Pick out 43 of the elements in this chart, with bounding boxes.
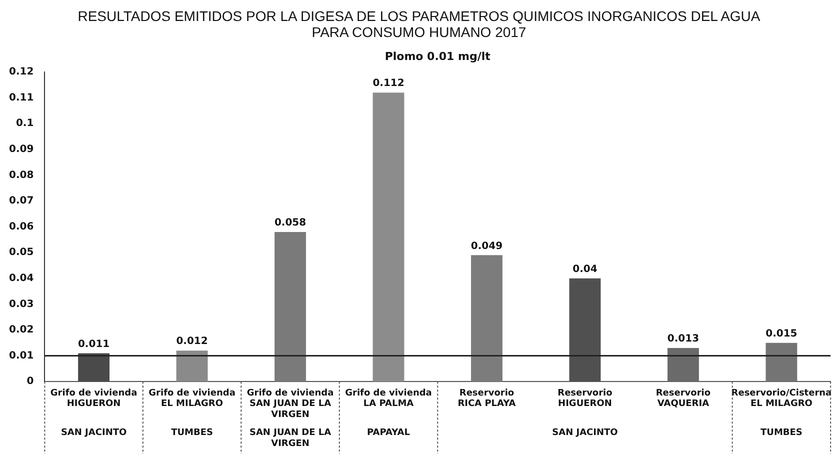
data-label: 0.012 bbox=[176, 336, 208, 348]
y-tick-label: 0.06 bbox=[8, 221, 34, 232]
bar bbox=[176, 350, 208, 382]
x-tick-label: Grifo de vivienda SAN JUAN DE LA VIRGEN bbox=[246, 388, 334, 420]
data-label: 0.013 bbox=[667, 334, 700, 345]
y-tick-label: 0.01 bbox=[8, 350, 34, 362]
y-tick-label: 0.1 bbox=[16, 118, 34, 130]
chart-title: RESULTADOS EMITIDOS POR LA DIGESA DE LOS PARAMETROS QUIMICOS INORGANICOS DEL AGUA PARA CONSUMO HUMANO 2017 bbox=[76, 8, 762, 40]
x-tick-label: Grifo de vivienda EL MILAGRO bbox=[148, 388, 236, 410]
x-tick-label: Reservorio RICA PLAYA bbox=[458, 388, 516, 410]
text: TUMBES bbox=[171, 428, 213, 438]
data-label: 0.049 bbox=[470, 240, 503, 252]
y-tick-label: 0.04 bbox=[8, 272, 34, 284]
bar bbox=[667, 348, 699, 382]
y-tick-label: 0.12 bbox=[8, 66, 34, 78]
data-label: 0.015 bbox=[766, 328, 798, 340]
x-tick-label: Reservorio HIGUERON bbox=[558, 388, 612, 410]
y-tick-label: 0.07 bbox=[8, 196, 34, 207]
y-tick-label: 0.09 bbox=[8, 144, 34, 155]
x-tick-label: Grifo de vivienda LA PALMA bbox=[345, 388, 432, 410]
bar bbox=[372, 92, 404, 382]
y-tick-label: 0.02 bbox=[8, 324, 34, 336]
x-tick-label: Reservorio/Cisterna EL MILAGRO bbox=[731, 388, 832, 410]
text: SAN JACINTO bbox=[552, 428, 618, 438]
y-tick-label: 0 bbox=[26, 376, 34, 388]
y-tick-label: 0.11 bbox=[8, 92, 34, 104]
x-tick-label: Grifo de vivienda HIGUERON bbox=[50, 388, 138, 410]
data-label: 0.011 bbox=[78, 338, 110, 350]
data-label: 0.058 bbox=[274, 218, 306, 229]
text: SAN JUAN DE LA VIRGEN bbox=[249, 428, 332, 449]
chart-subtitle: Plomo 0.01 mg/lt bbox=[384, 50, 490, 63]
text: PAPAYAL bbox=[367, 428, 410, 438]
text: SAN JACINTO bbox=[60, 428, 127, 438]
x-tick-label: Reservorio VAQUERIA bbox=[656, 388, 711, 410]
data-label: 0.04 bbox=[572, 264, 598, 275]
bar bbox=[471, 255, 502, 382]
data-label: 0.112 bbox=[372, 78, 404, 90]
bar bbox=[274, 232, 306, 382]
bar bbox=[766, 342, 798, 382]
y-tick-label: 0.03 bbox=[8, 298, 34, 310]
y-tick-label: 0.08 bbox=[8, 170, 34, 181]
text: TUMBES bbox=[760, 428, 802, 438]
y-tick-label: 0.05 bbox=[8, 247, 34, 258]
